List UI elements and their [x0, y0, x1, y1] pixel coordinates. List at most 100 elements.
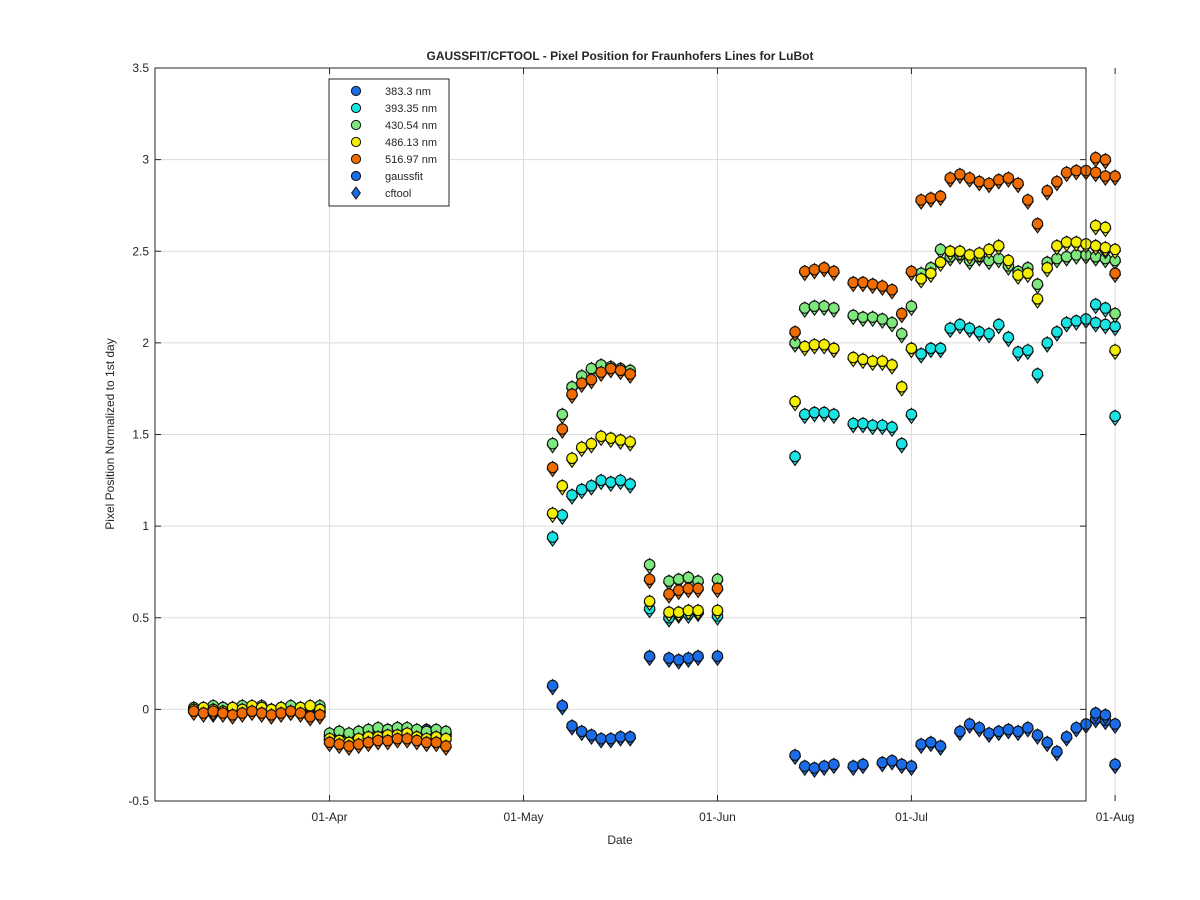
gaussfit-marker [847, 276, 859, 289]
gaussfit-marker [1051, 326, 1063, 338]
gaussfit-marker [682, 652, 695, 664]
gaussfit-marker [1089, 166, 1102, 179]
gaussfit-marker [954, 318, 966, 331]
gaussfit-marker [401, 732, 413, 745]
legend-label: 486.13 nm [385, 137, 437, 149]
gaussfit-marker [934, 190, 947, 203]
gaussfit-marker [197, 707, 210, 719]
gaussfit-marker [566, 388, 578, 400]
gaussfit-marker [915, 194, 927, 206]
gaussfit-marker [246, 705, 258, 717]
gaussfit-marker [857, 276, 869, 289]
gaussfit-marker [372, 734, 384, 747]
gaussfit-marker [566, 489, 578, 501]
gaussfit-marker [343, 740, 355, 752]
gaussfit-marker [789, 326, 801, 338]
gaussfit-marker [905, 265, 918, 278]
y-tick-label: 1 [142, 519, 149, 533]
gaussfit-marker [1002, 172, 1015, 184]
gaussfit-marker [983, 327, 995, 340]
gaussfit-marker [963, 172, 976, 184]
gaussfit-marker [605, 732, 617, 745]
gaussfit-marker [692, 604, 704, 617]
gaussfit-marker [1060, 166, 1073, 179]
gaussfit-marker [236, 707, 249, 719]
gaussfit-marker [1002, 331, 1015, 344]
gaussfit-marker [963, 718, 976, 730]
gaussfit-marker [915, 348, 927, 360]
gaussfit-marker [711, 650, 724, 662]
gaussfit-marker [546, 679, 559, 692]
gaussfit-marker [915, 738, 927, 750]
gaussfit-marker [1031, 293, 1044, 305]
gaussfit-marker [1070, 315, 1083, 327]
gaussfit-marker [983, 727, 995, 739]
gaussfit-marker [595, 474, 607, 487]
gaussfit-marker [1099, 170, 1112, 182]
gaussfit-marker [672, 654, 685, 666]
gaussfit-marker [1109, 170, 1121, 182]
gaussfit-marker [575, 725, 588, 738]
gaussfit-marker [1031, 729, 1044, 741]
gaussfit-marker [857, 758, 869, 771]
gaussfit-marker [895, 381, 908, 393]
gaussfit-marker [546, 531, 559, 543]
gaussfit-marker [1060, 731, 1073, 743]
gaussfit-marker [595, 732, 607, 745]
gaussfit-marker [818, 406, 830, 419]
gaussfit-marker [1041, 736, 1053, 749]
gaussfit-marker [1002, 254, 1015, 267]
gaussfit-marker [992, 174, 1005, 186]
gaussfit-marker [876, 419, 889, 432]
gaussfit-marker [866, 278, 879, 290]
gaussfit-marker [595, 430, 607, 443]
y-tick-label: 2.5 [132, 244, 149, 258]
gaussfit-marker [275, 707, 287, 719]
gaussfit-marker [682, 571, 695, 584]
gaussfit-marker [1031, 278, 1044, 290]
gaussfit-marker [818, 261, 830, 274]
gaussfit-marker [828, 302, 840, 314]
gaussfit-marker [663, 652, 675, 664]
gaussfit-marker [226, 709, 239, 721]
gaussfit-marker [1109, 718, 1121, 730]
gaussfit-marker [905, 760, 918, 772]
gaussfit-marker [624, 478, 636, 490]
gaussfit-marker [711, 582, 724, 595]
gaussfit-marker [944, 172, 956, 184]
gaussfit-marker [876, 313, 889, 325]
gaussfit-marker [1070, 236, 1083, 248]
gaussfit-marker [828, 408, 840, 421]
gaussfit-marker [333, 738, 346, 750]
gaussfit-marker [1089, 707, 1102, 719]
gaussfit-marker [954, 245, 966, 258]
legend-circle-marker [350, 102, 362, 114]
gaussfit-marker [1051, 745, 1063, 758]
gaussfit-marker [808, 338, 821, 351]
y-axis-label: Pixel Position Normalized to 1st day [103, 338, 117, 529]
gaussfit-marker [808, 406, 821, 419]
gaussfit-marker [799, 302, 811, 314]
gaussfit-marker [886, 316, 898, 329]
gaussfit-marker [1022, 267, 1034, 279]
x-tick-label: 01-May [504, 810, 544, 824]
axis-ticks: -0.5 0 0.5 1 1.5 2 2.5 3 3.5 01-Apr 01-May 01-Jun 01… [128, 61, 1134, 824]
gaussfit-marker [895, 437, 908, 450]
gaussfit-marker [963, 249, 976, 261]
gaussfit-marker [1109, 344, 1121, 356]
gaussfit-marker [643, 558, 656, 571]
gaussfit-marker [304, 710, 316, 723]
gaussfit-marker [255, 707, 268, 719]
gaussfit-marker [605, 432, 617, 444]
gaussfit-marker [663, 575, 675, 587]
gaussfit-marker [886, 283, 898, 296]
gaussfit-marker [663, 588, 675, 600]
gaussfit-marker [1099, 221, 1112, 234]
x-tick-label: 01-Jul [895, 810, 928, 824]
gaussfit-marker [828, 265, 840, 278]
gaussfit-marker [546, 461, 559, 474]
legend-circle-marker [350, 119, 362, 131]
gaussfit-marker [944, 322, 956, 334]
legend-label: 430.54 nm [385, 120, 437, 132]
chart-title: GAUSSFIT/CFTOOL - Pixel Position for Fra… [427, 49, 814, 63]
